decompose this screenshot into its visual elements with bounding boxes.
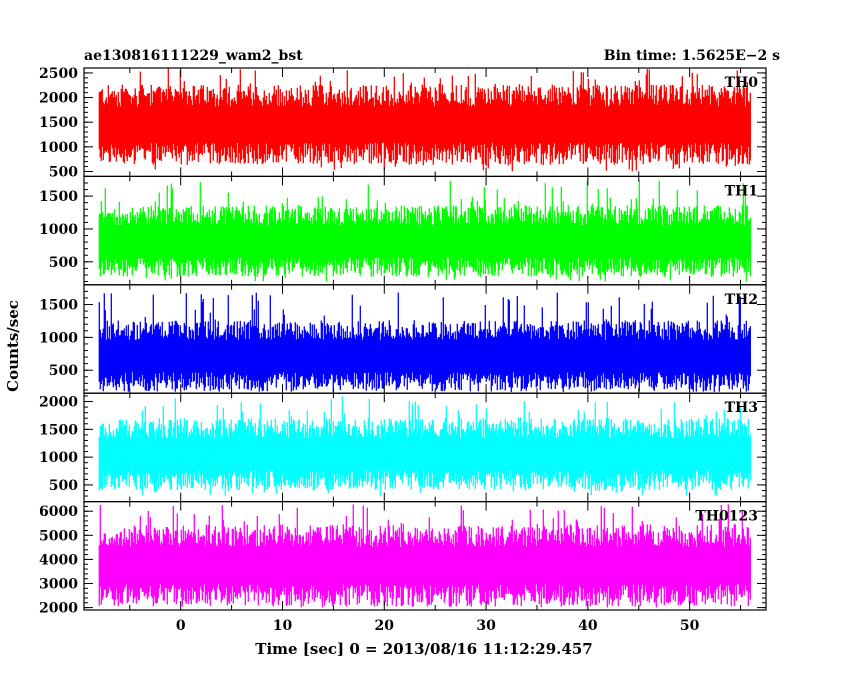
y-tick-label: 6000 — [39, 504, 78, 520]
y-tick-label: 5000 — [39, 528, 78, 544]
bin-time-label: Bin time: 1.5625E−2 s — [604, 48, 780, 64]
x-tick-label: 30 — [476, 618, 496, 634]
y-tick-label: 500 — [49, 478, 78, 494]
panel-th0: 500 1000 1500 2000 2500 TH0 — [39, 66, 767, 180]
y-axis-title: Counts/sec — [4, 300, 22, 392]
panel-th1: 500 1000 1500 TH1 — [39, 175, 767, 286]
panel-label-th0123: TH0123 — [695, 509, 758, 525]
y-tick-label: 1000 — [39, 330, 78, 346]
series-core-th2 — [99, 341, 751, 371]
x-tick-label: 20 — [375, 618, 395, 634]
panel-th2: 500 1000 1500 TH2 — [39, 284, 767, 394]
x-tick-label: 40 — [578, 618, 598, 634]
x-tick-label: 0 — [176, 618, 186, 634]
y-tick-label: 1500 — [39, 298, 78, 314]
series-core-th0 — [99, 108, 751, 141]
y-tick-label: 500 — [49, 164, 78, 180]
panel-label-th3: TH3 — [725, 400, 758, 416]
y-tick-label: 3000 — [39, 577, 78, 593]
panel-frame — [83, 501, 767, 611]
y-tick-label: 1000 — [39, 450, 78, 466]
y-tick-label: 2000 — [39, 601, 78, 617]
panel-label-th0: TH0 — [725, 75, 759, 91]
panel-label-th1: TH1 — [725, 183, 758, 199]
y-tick-label: 2000 — [39, 395, 78, 411]
x-tick-label: 10 — [273, 618, 293, 634]
y-tick-label: 4000 — [39, 552, 78, 568]
y-tick-label: 1500 — [39, 189, 78, 205]
y-tick-label: 2500 — [39, 66, 78, 82]
x-tick-label: 50 — [680, 618, 700, 634]
y-tick-label: 1500 — [39, 115, 78, 131]
x-axis-title: Time [sec] 0 = 2013/08/16 11:12:29.457 — [255, 640, 592, 658]
y-tick-label: 1000 — [39, 222, 78, 238]
y-tick-label: 500 — [49, 255, 78, 271]
series-core-th0123 — [99, 548, 751, 582]
panel-th0123: 2000 3000 4000 5000 6000 TH0123 — [39, 501, 767, 617]
y-tick-label: 1500 — [39, 422, 78, 438]
y-tick-label: 500 — [49, 363, 78, 379]
series-core-th1 — [99, 226, 751, 256]
y-tick-label: 1000 — [39, 140, 78, 156]
panel-label-th2: TH2 — [725, 292, 758, 308]
panel-th3: 500 1000 1500 2000 TH3 — [39, 392, 767, 503]
y-tick-label: 2000 — [39, 91, 78, 107]
chart-title: ae130816111229_wam2_bst — [84, 48, 303, 64]
series-core-th3 — [99, 439, 751, 469]
